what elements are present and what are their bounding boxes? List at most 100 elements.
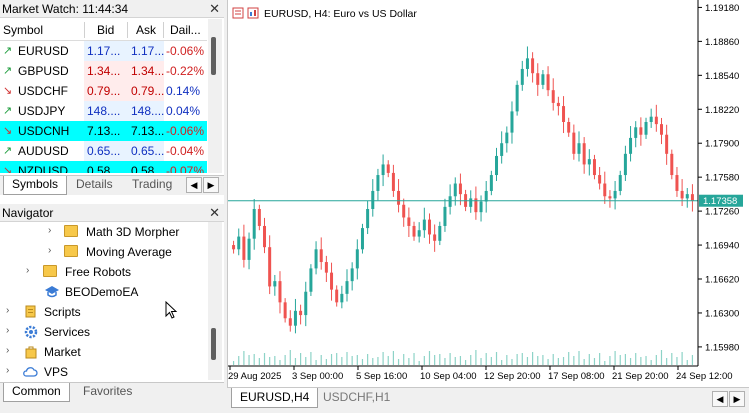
candle-body (659, 124, 663, 135)
candle-body (324, 262, 328, 273)
chevron-right-icon[interactable]: › (6, 345, 10, 356)
chart-trade-icon[interactable] (247, 7, 259, 19)
tab-common[interactable]: Common (3, 383, 70, 402)
arrow-up-icon: ↗ (3, 145, 13, 157)
candle-body (613, 190, 617, 199)
graduation-cap-icon (44, 285, 60, 298)
candle-body (556, 102, 560, 107)
ask-price: 1.34... (131, 64, 165, 78)
bid-price: 0.58... (87, 164, 121, 173)
candle-body (288, 318, 292, 326)
chart-tab-eurusd-h4[interactable]: EURUSD,H4 (231, 388, 319, 408)
tab-scroll-right-icon[interactable]: ▶ (203, 177, 219, 193)
candle-body (252, 208, 256, 239)
candle-body (515, 84, 519, 112)
bid-price: 1.34... (87, 64, 121, 78)
tab-details[interactable]: Details (76, 177, 113, 191)
navigator-title: Navigator (2, 206, 54, 220)
candle-body (582, 143, 586, 165)
chevron-right-icon[interactable]: › (6, 325, 10, 336)
column-header-symbol[interactable]: Symbol (3, 23, 44, 37)
nav-item-vps[interactable]: › VPS (0, 362, 207, 380)
candle-body (474, 198, 478, 213)
y-tick-label: 1.18860 (705, 37, 739, 48)
candle-body (592, 159, 596, 176)
column-header-daily[interactable]: Dail... (170, 23, 201, 37)
candle-body (360, 228, 364, 250)
candle-body (427, 219, 431, 235)
time-axis[interactable]: 29 Aug 2025 3 Sep 00:00 5 Sep 16:00 10 Sep … (228, 366, 733, 382)
column-header-ask[interactable]: Ask (136, 23, 157, 37)
navigator-tree: › Math 3D Morpher › Moving Average › Fre… (0, 222, 207, 380)
ask-price: 7.13... (131, 124, 165, 138)
close-icon[interactable]: ✕ (209, 1, 220, 16)
bid-price: 0.65... (87, 144, 121, 158)
candle-body (283, 302, 287, 319)
candle-body (319, 249, 323, 263)
candle-body (263, 225, 267, 248)
chevron-right-icon[interactable]: › (6, 365, 10, 376)
market-watch-title: Market Watch: 11:44:34 (2, 2, 129, 16)
chevron-right-icon[interactable]: › (48, 225, 52, 236)
tab-trading[interactable]: Trading (132, 177, 173, 191)
table-row[interactable]: ↗ AUDUSD 0.65... 0.65... -0.04% (0, 141, 207, 161)
chart-tabs-right-icon[interactable]: ▶ (729, 391, 745, 407)
symbol-name: USDCHF (18, 84, 68, 98)
candle-body (422, 219, 426, 231)
y-tick-label: 1.18220 (705, 105, 739, 116)
ask-price: 0.79... (131, 84, 165, 98)
close-icon[interactable]: ✕ (209, 205, 220, 220)
nav-item-market[interactable]: › Market (0, 342, 207, 362)
chevron-right-icon[interactable]: › (6, 305, 10, 316)
tab-symbols[interactable]: Symbols (3, 176, 68, 195)
chevron-right-icon[interactable]: › (26, 265, 30, 276)
arrow-up-icon: ↗ (3, 105, 13, 117)
table-row[interactable]: ↗ EURUSD 1.17... 1.17... -0.06% (0, 41, 207, 61)
daily-change: -0.07% (166, 164, 205, 173)
candlestick-chart[interactable]: EURUSD, H4: Euro vs US Dollar 1.191801.1… (228, 0, 749, 387)
tab-favorites[interactable]: Favorites (83, 384, 133, 398)
nav-item-scripts[interactable]: › Scripts (0, 302, 207, 322)
chevron-right-icon[interactable]: › (48, 245, 52, 256)
candle-body (520, 68, 524, 85)
nav-item-services[interactable]: › Services (0, 322, 207, 342)
bid-price: 1.17... (87, 44, 121, 58)
nav-item-beodemoea[interactable]: BEODemoEA (0, 282, 207, 302)
daily-change: 0.14% (166, 84, 201, 98)
chart-tab-usdchf-h1[interactable]: USDCHF,H1 (323, 390, 391, 404)
chart-menu-icon[interactable] (232, 7, 244, 19)
candle-body (340, 293, 344, 303)
candle-body (304, 291, 308, 316)
mouse-cursor-icon (165, 301, 178, 319)
candle-body (505, 132, 509, 144)
chart-window[interactable]: EURUSD, H4: Euro vs US Dollar 1.19180 1.1… (227, 0, 749, 387)
table-row[interactable]: ↗ GBPUSD 1.34... 1.34... -0.22% (0, 61, 207, 81)
chart-tabs-left-icon[interactable]: ◀ (712, 391, 728, 407)
table-row[interactable]: ↘ NZDUSD 0.58... 0.58... -0.07% (0, 161, 207, 173)
nav-item-math-3d-morpher[interactable]: › Math 3D Morpher (0, 222, 207, 242)
column-header-bid[interactable]: Bid (97, 23, 115, 37)
ask-price: 0.65... (131, 144, 165, 158)
candle-body (670, 153, 674, 176)
candle-body (489, 175, 493, 191)
market-watch-scrollbar[interactable] (208, 19, 222, 173)
daily-change: 0.04% (166, 104, 201, 118)
candle-body (500, 143, 504, 156)
candle-body (536, 73, 540, 85)
nav-item-moving-average[interactable]: › Moving Average (0, 242, 207, 262)
table-row[interactable]: ↘ USDCHF 0.79... 0.79... 0.14% (0, 81, 207, 101)
cloud-icon (22, 365, 38, 377)
ask-price: 148.... (131, 104, 165, 118)
table-row[interactable]: ↘ USDCNH 7.13... 7.13... -0.06% (0, 121, 207, 141)
price-axis[interactable]: 1.19180 1.18860 1.18540 1.18220 1.17900 1.175… (698, 3, 739, 353)
candle-body (644, 122, 648, 135)
table-row[interactable]: ↗ USDJPY 148.... 148.... 0.04% (0, 101, 207, 121)
tab-scroll-left-icon[interactable]: ◀ (186, 177, 202, 193)
candle-body (386, 164, 390, 173)
candle-body (330, 272, 334, 290)
market-watch-header: Symbol Bid Ask Dail... (0, 19, 207, 41)
daily-change: -0.22% (166, 64, 205, 78)
navigator-scrollbar[interactable] (208, 222, 222, 380)
nav-item-free-robots[interactable]: › Free Robots (0, 262, 207, 282)
chart-tabs-bar: EURUSD,H4 USDCHF,H1 ◀ ▶ (227, 387, 749, 413)
